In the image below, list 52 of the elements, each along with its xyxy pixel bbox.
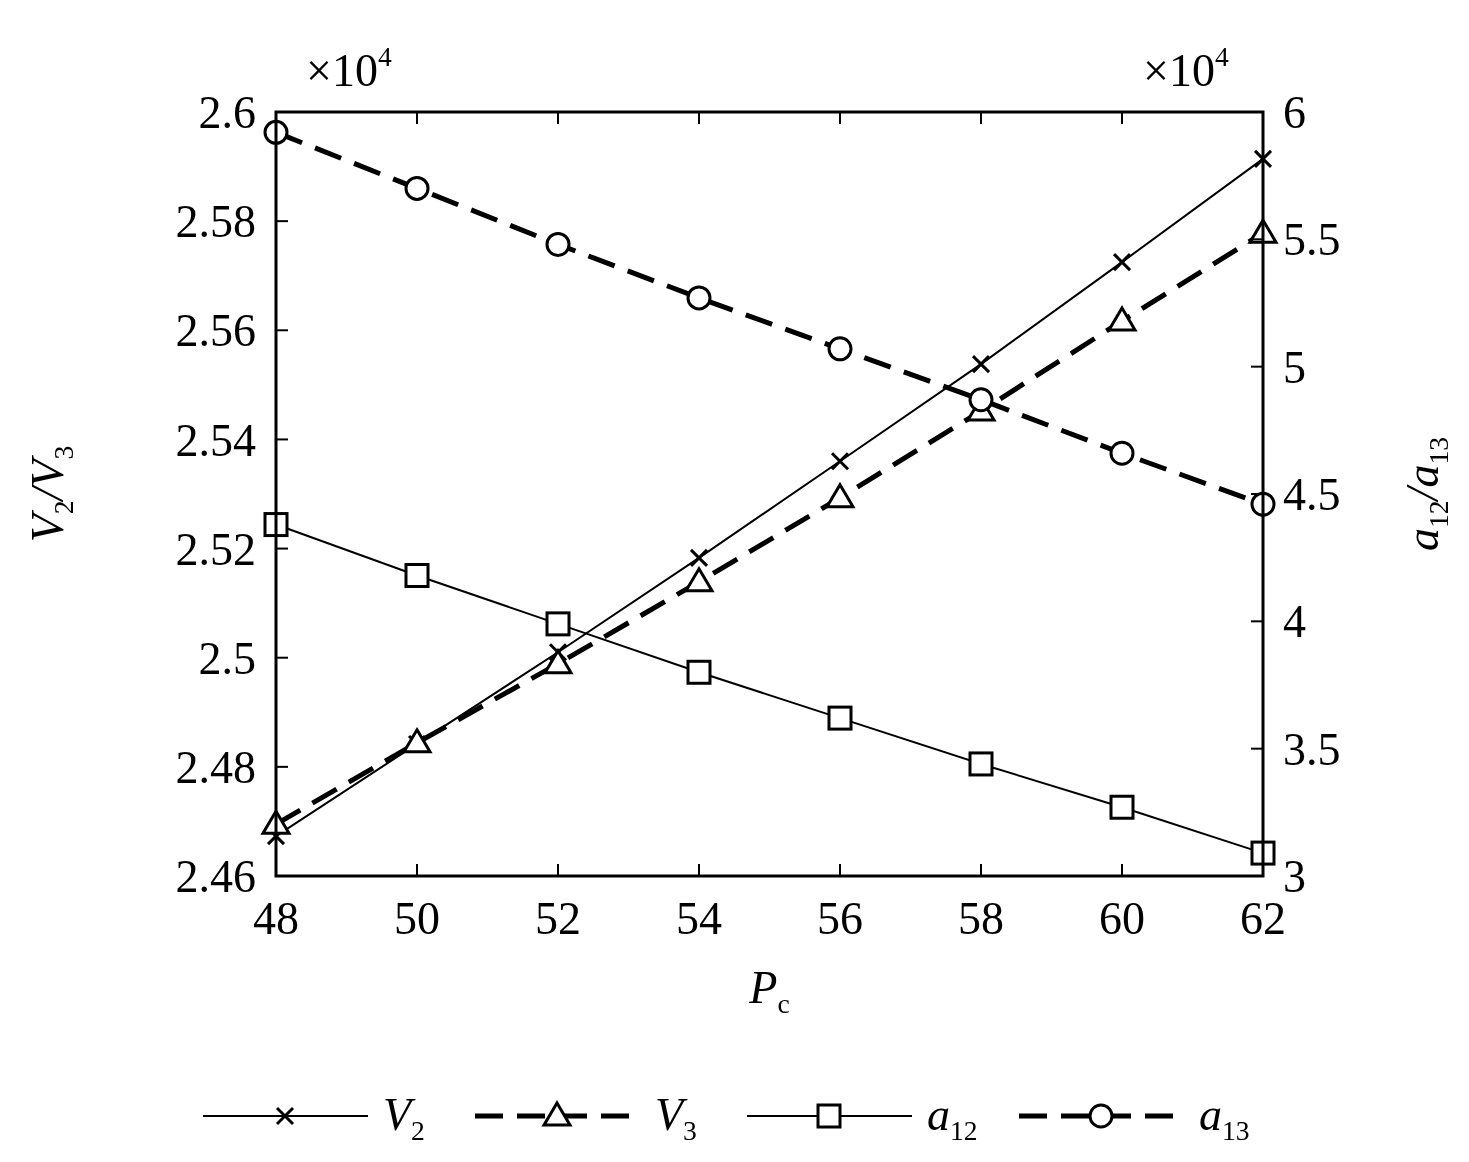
- point: [1109, 794, 1135, 820]
- point: [686, 285, 712, 311]
- text: ×10$^{4}$: [1143, 41, 1229, 96]
- x-axis-title: P$_{c}$: [748, 962, 790, 1019]
- legend-label: a$_{12}$: [927, 1089, 978, 1146]
- point: [827, 336, 853, 362]
- y-tick-label: 2.48: [175, 741, 256, 793]
- point: [404, 562, 430, 588]
- legend-label: V$_{2}$: [383, 1089, 425, 1146]
- point: [689, 548, 709, 568]
- point: [543, 649, 573, 675]
- x-tick-label: 54: [676, 893, 722, 944]
- text: ×10$^{4}$: [306, 41, 392, 96]
- point: [684, 567, 714, 593]
- point: [1107, 306, 1137, 332]
- point: [968, 387, 994, 413]
- point: [402, 728, 432, 754]
- y2-tick-label: 5: [1283, 341, 1306, 393]
- x-tick-label: 48: [253, 893, 299, 944]
- y2-tick-label: 4.5: [1283, 469, 1341, 521]
- y-tick-label: 2.5: [198, 632, 256, 684]
- x-tick-label: 60: [1099, 893, 1145, 944]
- point: [827, 705, 853, 731]
- y-tick-label: 2.52: [175, 523, 256, 575]
- point: [971, 354, 991, 374]
- y2-tick-label: 3.5: [1283, 723, 1341, 775]
- y-tick-label: 2.58: [175, 196, 256, 248]
- point: [825, 483, 855, 509]
- y-tick-label: 2.6: [198, 87, 256, 139]
- x-tick-label: 52: [535, 893, 581, 944]
- legend-label: V$_{3}$: [655, 1089, 697, 1146]
- point: [830, 451, 850, 471]
- x-tick-label: 50: [394, 893, 440, 944]
- point: [968, 751, 994, 777]
- x-tick-label: 58: [958, 893, 1004, 944]
- point: [1253, 149, 1273, 169]
- y-tick-label: 2.54: [175, 414, 256, 466]
- point: [1109, 440, 1135, 466]
- point: [545, 231, 571, 257]
- point: [545, 611, 571, 637]
- point: [1112, 252, 1132, 272]
- x-tick-label: 62: [1240, 893, 1286, 944]
- legend-label: a$_{13}$: [1199, 1089, 1250, 1146]
- point: [404, 175, 430, 201]
- y2-tick-label: 6: [1283, 87, 1306, 139]
- y2-tick-label: 4: [1283, 596, 1306, 648]
- point: [686, 659, 712, 685]
- y2-tick-label: 5.5: [1283, 214, 1341, 266]
- y2-tick-label: 3: [1283, 851, 1306, 903]
- y-tick-label: 2.46: [175, 851, 256, 903]
- y-tick-label: 2.56: [175, 305, 256, 357]
- x-tick-label: 56: [817, 893, 863, 944]
